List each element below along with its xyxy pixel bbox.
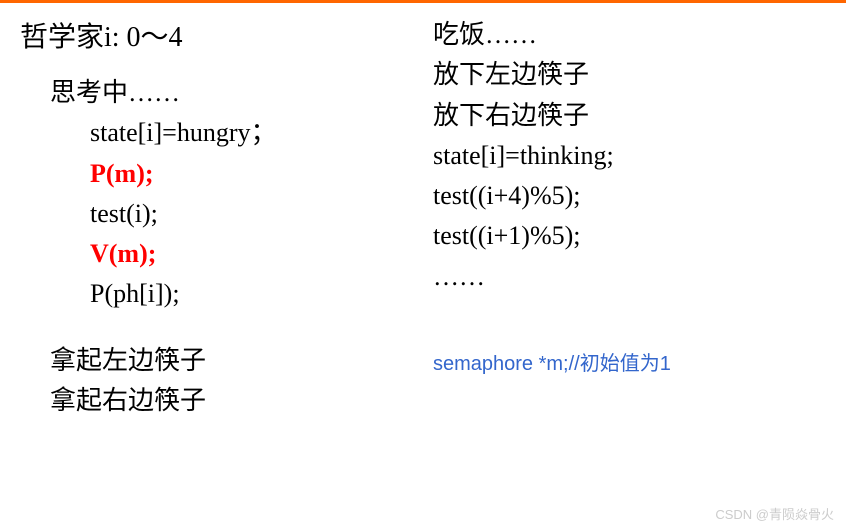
test-i-line: test(i);	[20, 194, 423, 234]
eating-line: 吃饭……	[433, 15, 846, 55]
spacer	[20, 315, 423, 341]
csdn-watermark: CSDN @青陨焱骨火	[715, 504, 834, 523]
thinking-line: 思考中……	[20, 73, 423, 113]
philosopher-title: 哲学家i: 0～4	[20, 15, 423, 55]
v-m-line: V(m);	[20, 234, 423, 274]
putdown-left-line: 放下左边筷子	[433, 55, 846, 95]
content-container: 哲学家i: 0～4 思考中…… state[i]=hungry； P(m); t…	[0, 3, 846, 421]
pickup-right-line: 拿起右边筷子	[20, 381, 423, 421]
left-column: 哲学家i: 0～4 思考中…… state[i]=hungry； P(m); t…	[0, 15, 423, 421]
ellipsis-line: ……	[433, 257, 846, 297]
putdown-right-line: 放下右边筷子	[433, 96, 846, 136]
state-thinking-line: state[i]=thinking;	[433, 136, 846, 176]
p-ph-line: P(ph[i]);	[20, 274, 423, 314]
p-m-line: P(m);	[20, 154, 423, 194]
right-column: 吃饭…… 放下左边筷子 放下右边筷子 state[i]=thinking; te…	[423, 15, 846, 421]
test-i1-line: test((i+1)%5);	[433, 216, 846, 256]
pickup-left-line: 拿起左边筷子	[20, 341, 423, 381]
test-i4-line: test((i+4)%5);	[433, 176, 846, 216]
semaphore-declaration: semaphore *m;//初始值为1	[433, 347, 846, 376]
state-hungry-line: state[i]=hungry；	[20, 113, 423, 153]
